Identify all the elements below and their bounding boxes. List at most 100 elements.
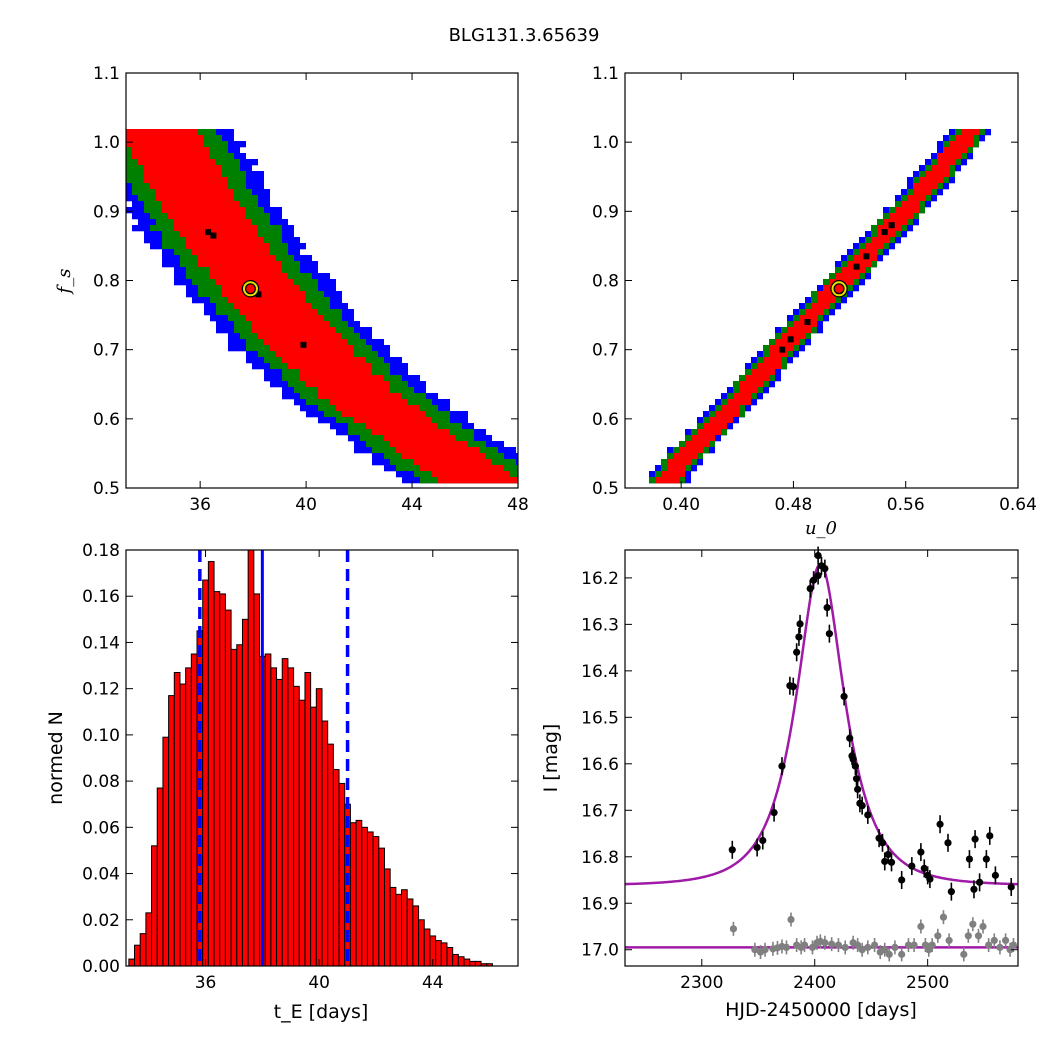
- comparison-point: [985, 941, 993, 949]
- comparison-point: [990, 936, 998, 945]
- photometry-point: [986, 832, 994, 840]
- comparison-point: [881, 946, 889, 954]
- density-cell: [276, 351, 354, 358]
- density-cell: [144, 165, 222, 172]
- density-cell: [763, 357, 781, 364]
- histogram-bar: [332, 769, 340, 967]
- density-cell: [126, 129, 198, 136]
- photometry-point: [917, 848, 925, 856]
- histogram-bar: [372, 836, 380, 967]
- histogram-bar: [304, 671, 312, 967]
- density-cell: [691, 435, 715, 442]
- histogram-bar: [202, 579, 209, 967]
- density-cell: [372, 429, 450, 436]
- plot-frame: [624, 549, 1019, 967]
- density-cell: [414, 459, 492, 466]
- photometry-point: [753, 843, 761, 852]
- density-cell: [919, 177, 943, 184]
- histogram-bar: [298, 699, 306, 967]
- y-axis-label: f_s: [54, 269, 75, 296]
- x-tick-label: 40: [295, 495, 317, 515]
- density-cell: [198, 261, 282, 268]
- density-cell: [961, 129, 979, 136]
- x-tick-label: 48: [507, 495, 529, 515]
- y-tick-label: 0.9: [93, 202, 120, 222]
- density-cell: [270, 345, 354, 352]
- histogram-bar: [395, 893, 403, 967]
- x-tick-label: 2500: [906, 973, 949, 993]
- histogram-bar: [224, 609, 232, 967]
- comparison-point: [834, 941, 843, 949]
- photometry-point: [858, 802, 866, 810]
- comparison-point: [964, 932, 972, 940]
- density-cell: [228, 297, 306, 304]
- density-cell: [925, 171, 949, 178]
- panel-fs-vs-tE: 36 40 44 48 0.5 0.6 0.7 0.8 0.9 1.0 1.1 f_s: [54, 64, 529, 515]
- density-cell: [685, 441, 709, 448]
- photometry-point: [1007, 883, 1015, 891]
- comparison-point: [996, 943, 1004, 952]
- histogram-bar: [190, 653, 198, 967]
- comparison-point: [969, 920, 977, 928]
- density-cell: [186, 237, 264, 244]
- y-tick-label: 16.3: [581, 615, 619, 635]
- photometry-point: [814, 571, 822, 580]
- y-tick-label: 0.12: [82, 680, 120, 700]
- x-axis-label: u_0: [805, 518, 837, 539]
- photometry-point: [825, 630, 834, 638]
- histogram-bar: [287, 667, 295, 967]
- comparison-point: [828, 940, 836, 948]
- y-tick-label: 16.6: [581, 755, 619, 775]
- photometry-point: [823, 604, 831, 612]
- photometry-point: [796, 620, 804, 628]
- histogram-bar: [145, 912, 153, 967]
- density-cell: [162, 201, 240, 208]
- comparison-point: [864, 943, 872, 952]
- y-tick-label: 0.5: [93, 479, 120, 499]
- density-cell: [144, 171, 222, 178]
- x-tick-label: 0.56: [887, 495, 925, 515]
- density-cell: [306, 381, 390, 388]
- density-cell: [288, 363, 372, 370]
- comparison-point: [821, 939, 829, 947]
- density-peak-cell: [881, 229, 888, 236]
- histogram-bar: [435, 940, 442, 967]
- density-cell: [240, 309, 318, 316]
- y-tick-label: 0.6: [93, 410, 120, 430]
- x-tick-label: 44: [422, 973, 444, 993]
- x-tick-label: 36: [195, 973, 217, 993]
- histogram-bar: [270, 667, 278, 967]
- density-cell: [673, 453, 697, 460]
- density-cell: [931, 165, 949, 172]
- x-tick-label: 40: [308, 973, 330, 993]
- photometry-point: [898, 876, 906, 884]
- photometry-point: [976, 878, 984, 886]
- panel-light-curve: 2300 2400 2500 16.2 16.3 16.4 16.5 16.6 16.7 16.8…: [540, 546, 1019, 1021]
- density-cell: [775, 339, 799, 346]
- density-cell: [883, 219, 907, 226]
- comparison-point: [751, 946, 759, 954]
- density-cell: [655, 477, 679, 484]
- panel-tE-histogram: 36 40 44 0.00 0.02 0.04 0.06 0.08 0.10 0.12 0.14 0.…: [45, 541, 519, 1023]
- histogram-bar: [168, 695, 175, 967]
- x-tick-label: 0.40: [662, 495, 700, 515]
- density-cell: [420, 465, 504, 472]
- x-tick-label: 2400: [793, 973, 836, 993]
- photometry-point: [854, 785, 862, 793]
- density-cell: [126, 135, 204, 142]
- histogram-bar: [128, 958, 136, 967]
- comparison-point: [1001, 936, 1010, 945]
- histogram-bar: [401, 889, 408, 967]
- density-cell: [246, 315, 324, 322]
- y-tick-label: 0.08: [82, 772, 120, 792]
- comparison-point: [910, 941, 918, 949]
- density-cell: [300, 375, 384, 382]
- histogram-bar: [361, 826, 368, 967]
- density-cell: [342, 411, 426, 418]
- density-peak-cell: [863, 253, 870, 260]
- photometry-point: [944, 839, 952, 847]
- comparison-point: [885, 950, 893, 958]
- comparison-point: [800, 941, 809, 949]
- histogram-bar: [389, 886, 397, 967]
- density-cell: [769, 351, 787, 358]
